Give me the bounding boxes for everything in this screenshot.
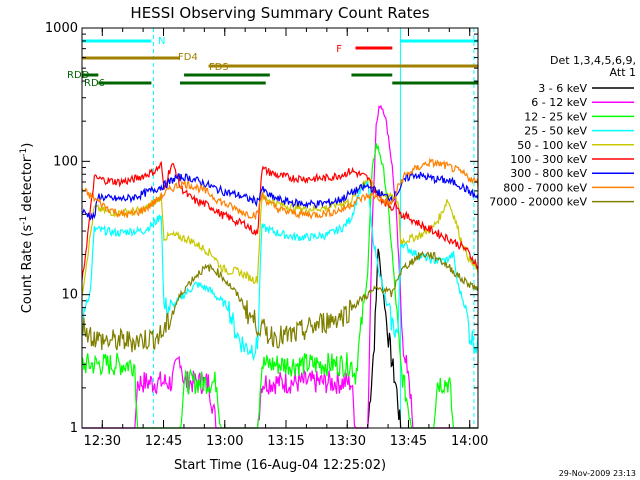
legend-entry-label: 100 - 300 keV xyxy=(510,153,587,166)
y-tick-label: 10 xyxy=(61,288,78,303)
x-tick-label: 12:45 xyxy=(145,434,182,449)
x-tick-label: 12:30 xyxy=(84,434,121,449)
x-tick-label: 13:00 xyxy=(206,434,243,449)
legend-header-line: Att 1 xyxy=(610,66,636,79)
state-label-n: N xyxy=(158,36,165,47)
legend-entry-label: 25 - 50 keV xyxy=(524,125,587,138)
series-line-800-7000-keV xyxy=(81,157,479,221)
series-line-25-50-keV xyxy=(81,181,479,362)
y-tick-label: 100 xyxy=(53,154,78,169)
plot-frame xyxy=(81,27,479,429)
x-axis-label: Start Time (16-Aug-04 12:25:02) xyxy=(174,458,386,473)
state-label-fd4: FD4 xyxy=(178,52,198,63)
y-tick-label: 1 xyxy=(70,421,78,436)
x-tick-label: 13:30 xyxy=(329,434,366,449)
axes-layer: 1 10 100 1000 12:30 12:45 13:00 13:15 13:30 13:45… xyxy=(45,21,489,449)
legend-entry-label: 300 - 800 keV xyxy=(510,167,587,180)
state-label-rdd: RDD xyxy=(67,70,90,81)
state-label-fd5: FD5 xyxy=(209,62,229,73)
chart-title: HESSI Observing Summary Count Rates xyxy=(130,4,429,22)
state-label-rd6: RD6 xyxy=(84,78,105,89)
x-tick-label: 13:45 xyxy=(390,434,427,449)
legend-entry-label: 50 - 100 keV xyxy=(517,139,587,152)
legend-entry-label: 6 - 12 keV xyxy=(531,96,587,109)
legend-header-line: Det 1,3,4,5,6,9, xyxy=(550,54,636,67)
series-line-7000-20000-keV xyxy=(81,250,479,353)
y-axis-label: Count Rate (s-1 detector-1) xyxy=(19,143,35,314)
legend-entry-label: 3 - 6 keV xyxy=(538,82,587,95)
legend-entry-label: 800 - 7000 keV xyxy=(503,181,587,194)
series-line-6-12-keV xyxy=(82,104,478,429)
legend-entry-label: 12 - 25 keV xyxy=(524,110,587,123)
series-line-100-300-keV xyxy=(81,160,479,281)
y-tick-label: 1000 xyxy=(45,21,78,36)
x-tick-label: 14:00 xyxy=(451,434,488,449)
x-tick-label: 13:15 xyxy=(267,434,304,449)
footer-date: 29-Nov-2009 23:13 xyxy=(559,469,636,478)
state-label-f: F xyxy=(336,44,342,55)
series-layer xyxy=(81,104,479,429)
legend-entry-label: 7000 - 20000 keV xyxy=(489,196,587,209)
